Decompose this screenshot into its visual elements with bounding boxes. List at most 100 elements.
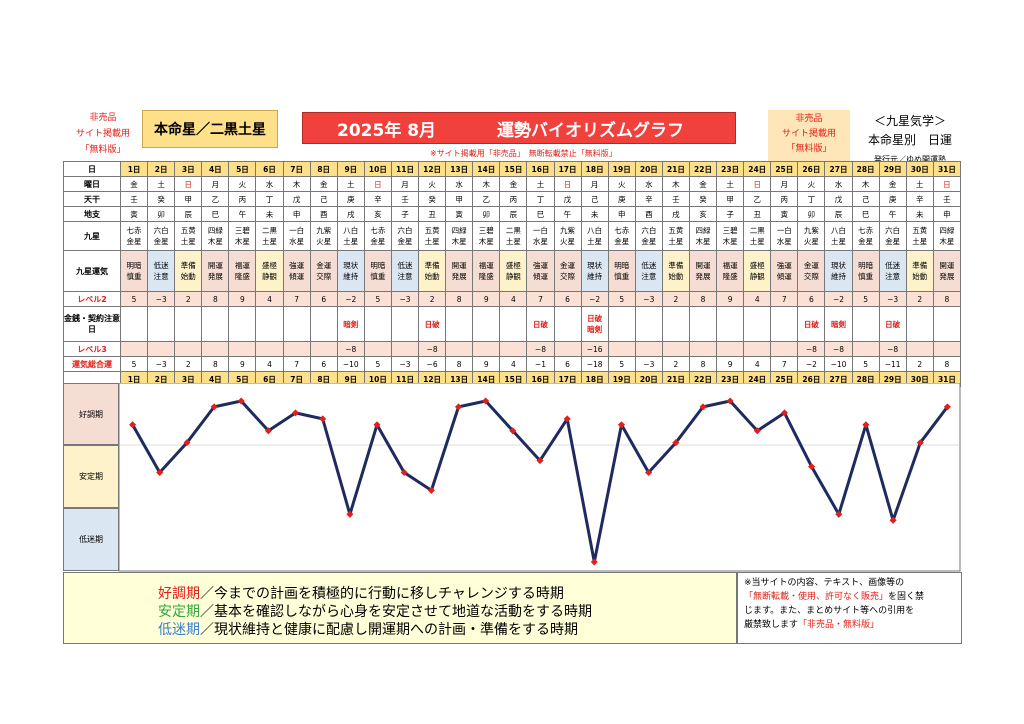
weekday-cell: 土 [147, 176, 176, 192]
level3-cell [445, 341, 474, 357]
kyusei-cell: 九紫 火星 [309, 221, 338, 251]
cell-line: 木星 [722, 237, 738, 246]
cell-line: 土星 [668, 237, 684, 246]
cell-line: 準備 [912, 261, 928, 270]
cell-line: 土星 [343, 237, 359, 246]
cell-line: 木星 [939, 237, 955, 246]
chishi-cell: 未 [580, 206, 609, 222]
kyusei-cell: 三碧 木星 [716, 221, 745, 251]
kinsen-cell: 日破 [526, 306, 555, 342]
cell-line: 明暗 [858, 261, 874, 270]
level2-cell: 5 [119, 291, 149, 307]
cell-line: 土星 [749, 237, 765, 246]
unki-cell: 盛極 静観 [743, 250, 772, 292]
level3-cell [770, 341, 799, 357]
cell-line: 日破 [587, 314, 603, 323]
kyusei-cell: 五黄 土星 [661, 221, 690, 251]
cell-line: 日破 [424, 319, 440, 329]
kinsen-cell [851, 306, 880, 342]
level2-cell: 4 [255, 291, 284, 307]
chishi-cell: 午 [878, 206, 907, 222]
level3-cell: −16 [580, 341, 609, 357]
kinsen-cell [607, 306, 636, 342]
kyusei-row: 九星 七赤 金星 六白 金星 五黄 土星 四緑 木星 三碧 木星 二黒 土星 一白 水星 九紫 火星 八白 土星 七赤… [63, 221, 962, 251]
total-cell: −11 [878, 356, 907, 372]
kinsen-cell [282, 306, 311, 342]
kyusei-cell: 三碧 木星 [472, 221, 501, 251]
cell-line: 四緑 [451, 226, 467, 235]
legend-low-key: 低迷期 [158, 622, 200, 638]
kinsen-cell [472, 306, 501, 342]
total-cell: −3 [634, 356, 663, 372]
cell-line: 維持 [587, 272, 603, 281]
cell-line: 低迷 [885, 261, 901, 270]
cell-line: 盛極 [262, 261, 278, 270]
kyusei-cell: 七赤 金星 [607, 221, 636, 251]
cell-line: 金星 [885, 237, 901, 246]
tenkan-cell: 戊 [824, 191, 853, 207]
chishi-cell: 丑 [743, 206, 772, 222]
level2-cell: 2 [418, 291, 447, 307]
total-cell: 7 [770, 356, 799, 372]
level3-cell [932, 341, 962, 357]
cell-line: 三碧 [234, 226, 250, 235]
cell-line: 六白 [641, 226, 657, 235]
cell-line: 日破 [885, 319, 901, 329]
level3-cell [309, 341, 338, 357]
weekday-cell: 水 [445, 176, 474, 192]
tenkan-cell: 壬 [932, 191, 962, 207]
weekday-cell: 月 [770, 176, 799, 192]
cell-line: 一白 [776, 226, 792, 235]
kinsen-cell: 暗剣 [824, 306, 853, 342]
level2-cell: 8 [932, 291, 962, 307]
level3-cell [688, 341, 718, 357]
cell-line: 強運 [289, 261, 305, 270]
cell-line: 金星 [614, 237, 630, 246]
cell-line: 一白 [532, 226, 548, 235]
unki-cell: 福運 隆盛 [228, 250, 257, 292]
cell-line: 維持 [343, 272, 359, 281]
kyusei-cell: 四緑 木星 [201, 221, 230, 251]
cell-line: 始動 [424, 272, 440, 281]
weekday-cell: 火 [797, 176, 826, 192]
level3-cell [851, 341, 880, 357]
level3-cell [119, 341, 149, 357]
cell-line: 慎重 [370, 272, 386, 281]
tenkan-cell: 甲 [174, 191, 203, 207]
cell-line: 強運 [532, 261, 548, 270]
cell-line: 盛極 [749, 261, 765, 270]
non-sale-note-right: 非売品 サイト掲載用 「無料版」 [768, 110, 850, 162]
day-cell: 16日 [526, 161, 555, 177]
level2-cell: 5 [851, 291, 880, 307]
total-cell: 9 [472, 356, 501, 372]
chishi-cell: 卯 [147, 206, 176, 222]
unki-cell: 金運 交際 [553, 250, 582, 292]
row-label: 天干 [63, 191, 121, 207]
kinsen-cell [363, 306, 392, 342]
cell-line: 木星 [695, 237, 711, 246]
cell-line: 五黄 [912, 226, 928, 235]
note-line: 「無料版」 [80, 145, 126, 155]
cell-line: 火星 [316, 237, 332, 246]
cell-line: 金運 [316, 261, 332, 270]
day-cell: 28日 [851, 161, 880, 177]
weekday-cell: 水 [634, 176, 663, 192]
unki-cell: 現状 維持 [336, 250, 365, 292]
chishi-cell: 酉 [634, 206, 663, 222]
unki-cell: 現状 維持 [580, 250, 609, 292]
kyusei-cell: 四緑 木星 [445, 221, 474, 251]
day-cell: 25日 [770, 161, 799, 177]
chishi-cell: 申 [282, 206, 311, 222]
kyusei-cell: 二黒 土星 [743, 221, 772, 251]
cell-line: 現状 [343, 261, 359, 270]
level2-cell: 7 [282, 291, 311, 307]
level2-cell: 7 [526, 291, 555, 307]
kyusei-cell: 三碧 木星 [228, 221, 257, 251]
kyusei-cell: 一白 水星 [770, 221, 799, 251]
plot-frame [118, 383, 961, 572]
cell-line: 木星 [451, 237, 467, 246]
day-cell: 22日 [688, 161, 718, 177]
cell-line: 九紫 [803, 226, 819, 235]
data-point [156, 468, 164, 477]
day-cell: 18日 [580, 161, 609, 177]
